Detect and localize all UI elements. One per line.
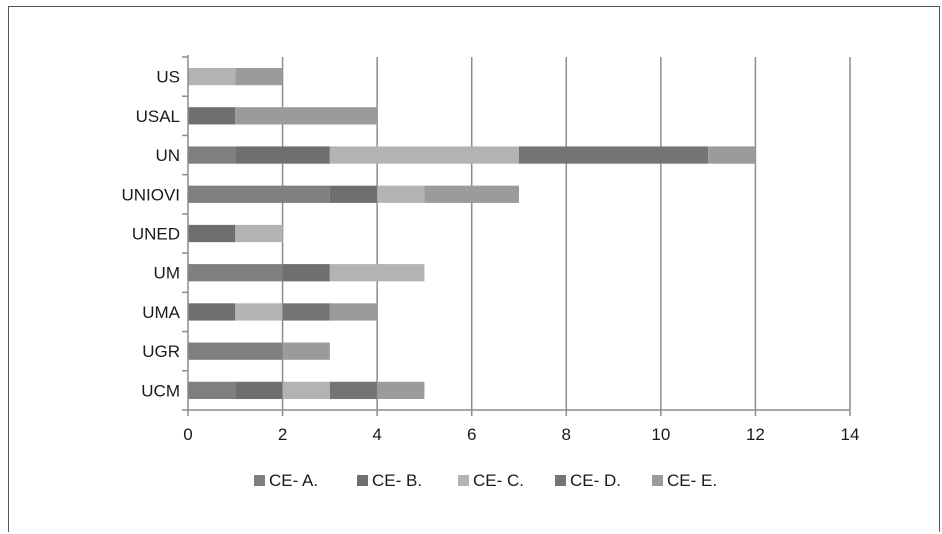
bar-ucm-series-4 xyxy=(329,381,378,400)
y-tick-label: USAL xyxy=(136,107,180,126)
legend-swatch-5 xyxy=(652,475,663,486)
bar-ucm-series-3 xyxy=(282,381,330,400)
bar-uniovi-series-5 xyxy=(424,185,519,203)
x-tick-label: 8 xyxy=(562,425,571,444)
legend-swatch-1 xyxy=(254,475,265,486)
legend-label-5: CE- E. xyxy=(667,471,717,490)
bar-usal-series-5 xyxy=(235,107,378,125)
chart-frame xyxy=(8,6,940,532)
legend-label-3: CE- C. xyxy=(473,471,524,490)
axes xyxy=(182,55,851,416)
bar-uniovi-series-3 xyxy=(377,185,425,203)
tick-labels: 0 2 4 6 8 10 12 14 US USAL UN UNIOVI UNED UM UMA UGR UCM xyxy=(121,68,859,444)
bar-uniovi-series-2 xyxy=(329,185,378,203)
legend-swatch-4 xyxy=(555,475,566,486)
bar-um-series-1 xyxy=(188,264,283,282)
x-tick-label: 12 xyxy=(746,425,765,444)
bar-uniovi-series-1 xyxy=(188,185,330,203)
legend-label-2: CE- B. xyxy=(372,471,422,490)
bar-ucm-series-2 xyxy=(235,381,283,400)
y-tick-label: UMA xyxy=(142,303,180,322)
bar-ugr-series-1 xyxy=(188,342,283,360)
bar-uned-series-3 xyxy=(235,224,283,243)
bar-un-series-5 xyxy=(708,146,756,164)
y-tick-label: UM xyxy=(154,264,180,283)
bar-uma-series-4 xyxy=(282,303,330,321)
bar-usal-series-2 xyxy=(188,107,236,125)
x-tick-label: 10 xyxy=(651,425,670,444)
y-tick-label: UNED xyxy=(132,225,180,244)
bar-um-series-2 xyxy=(282,264,330,282)
bar-us-series-5 xyxy=(235,67,283,86)
bar-ucm-series-5 xyxy=(377,381,425,400)
bars xyxy=(188,67,756,400)
y-tick-label: US xyxy=(156,68,180,87)
bar-us-series-3 xyxy=(188,67,236,86)
legend-swatch-2 xyxy=(357,475,368,486)
legend-label-1: CE- A. xyxy=(269,471,318,490)
x-tick-label: 6 xyxy=(467,425,476,444)
bar-un-series-4 xyxy=(519,146,709,164)
y-tick-label: UGR xyxy=(142,342,180,361)
x-tick-label: 4 xyxy=(372,425,381,444)
bar-ucm-series-1 xyxy=(188,381,236,400)
bar-uma-series-5 xyxy=(329,303,378,321)
legend-label-4: CE- D. xyxy=(570,471,621,490)
y-tick-label: UNIOVI xyxy=(121,185,180,204)
bar-uned-series-2 xyxy=(188,224,236,243)
x-tick-label: 0 xyxy=(183,425,192,444)
bar-um-series-3 xyxy=(329,264,425,282)
bar-ugr-series-5 xyxy=(282,342,330,360)
y-tick-label: UN xyxy=(155,146,180,165)
legend: CE- A. CE- B. CE- C. CE- D. CE- E. xyxy=(254,471,717,490)
bar-un-series-3 xyxy=(329,146,519,164)
x-tick-label: 14 xyxy=(841,425,860,444)
legend-swatch-3 xyxy=(458,475,469,486)
bar-un-series-2 xyxy=(235,146,330,164)
bar-uma-series-2 xyxy=(188,303,236,321)
y-tick-label: UCM xyxy=(141,381,180,400)
x-tick-label: 2 xyxy=(278,425,287,444)
bar-un-series-1 xyxy=(188,146,236,164)
bar-uma-series-3 xyxy=(235,303,283,321)
